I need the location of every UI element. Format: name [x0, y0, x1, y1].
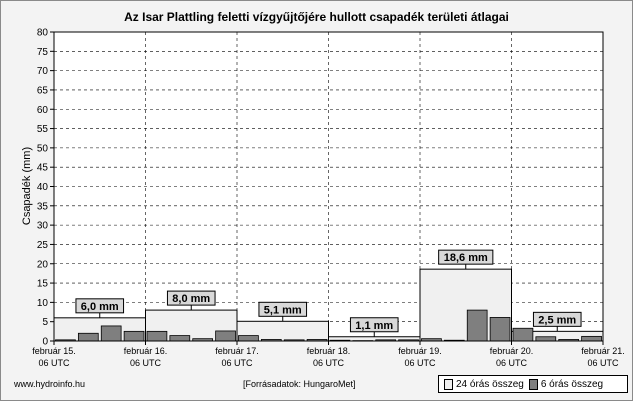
data-label-box	[532, 311, 582, 327]
x-tick-label-date: február 18.	[307, 346, 351, 356]
legend-swatch-6h	[528, 378, 538, 390]
y-tick-label: 15	[37, 279, 49, 290]
data-label-box	[166, 290, 216, 306]
y-tick-label: 5	[42, 317, 48, 328]
x-tick-label-date: február 21.	[581, 346, 625, 356]
y-tick-label: 70	[37, 66, 49, 77]
x-tick-label-date: február 15.	[32, 346, 76, 356]
legend-label-24h: 24 órás összeg	[456, 378, 524, 390]
bar-6h	[146, 330, 168, 342]
data-label: 1,1 mm	[355, 320, 393, 332]
plot-border	[53, 31, 604, 342]
y-tick-label: 80	[37, 28, 49, 39]
data-label: 2,5 mm	[538, 314, 576, 326]
x-tick-label-time: 06 UTC	[130, 358, 162, 368]
bar-6h	[581, 335, 602, 342]
legend-label-6h: 6 órás összeg	[540, 378, 604, 390]
x-tick-label-time: 06 UTC	[587, 358, 619, 368]
data-label: 8,0 mm	[172, 293, 210, 305]
chart-title: Az Isar Plattling feletti vízgyűjtőjére …	[124, 10, 509, 24]
x-tick-label-time: 06 UTC	[404, 358, 436, 368]
bar-6h	[169, 335, 191, 342]
source-url[interactable]: www.hydroinfo.hu	[14, 379, 86, 389]
x-tick-label-date: február 19.	[398, 346, 442, 356]
data-label-box	[349, 317, 399, 333]
y-tick-label: 75	[37, 47, 49, 58]
bar-6h	[512, 327, 534, 342]
x-tick-label-time: 06 UTC	[313, 358, 345, 368]
data-label-box	[258, 301, 308, 317]
y-tick-label: 10	[37, 298, 49, 309]
data-label: 5,1 mm	[264, 304, 302, 316]
bar-6h	[215, 330, 236, 342]
y-tick-label: 25	[37, 240, 49, 251]
bar-6h	[77, 332, 99, 342]
legend-item-6h: 6 órás összeg	[528, 378, 604, 390]
y-tick-label: 50	[37, 143, 49, 154]
y-tick-label: 45	[37, 163, 49, 174]
bar-6h	[123, 330, 145, 342]
y-tick-label: 0	[42, 337, 48, 348]
data-label-box	[75, 298, 125, 314]
plot-area: 0 5 10 15 20 25 30 35 40 45 50 55 60 65 70 75 80 február …	[32, 28, 625, 369]
y-tick-label: 30	[37, 221, 49, 232]
x-tick-label-date: február 16.	[124, 346, 168, 356]
data-source-note: [Forrásadatok: HungaroMet]	[243, 379, 356, 389]
bar-6h	[489, 317, 511, 342]
bar-6h	[100, 325, 122, 342]
y-tick-label: 60	[37, 105, 49, 116]
bar-6h	[535, 336, 557, 342]
x-tick-label-time: 06 UTC	[496, 358, 528, 368]
y-tick-label: 65	[37, 85, 49, 96]
x-tick-label-date: február 17.	[215, 346, 259, 356]
bar-6h	[466, 309, 488, 342]
x-tick-label-time: 06 UTC	[38, 358, 70, 368]
data-label: 6,0 mm	[81, 301, 119, 313]
data-label: 18,6 mm	[444, 252, 488, 264]
bar-6h	[238, 335, 259, 342]
plot-background	[54, 32, 603, 341]
y-tick-label: 35	[37, 201, 49, 212]
legend: 24 órás összeg 6 órás összeg	[438, 375, 628, 393]
y-tick-label: 55	[37, 124, 49, 135]
x-tick-label-time: 06 UTC	[221, 358, 253, 368]
legend-swatch-24h	[444, 378, 453, 390]
y-tick-label: 20	[37, 259, 49, 270]
legend-item-24h: 24 órás összeg	[444, 378, 524, 390]
data-label-box	[438, 249, 494, 265]
x-tick-label-date: február 20.	[490, 346, 534, 356]
y-tick-label: 40	[37, 182, 49, 193]
